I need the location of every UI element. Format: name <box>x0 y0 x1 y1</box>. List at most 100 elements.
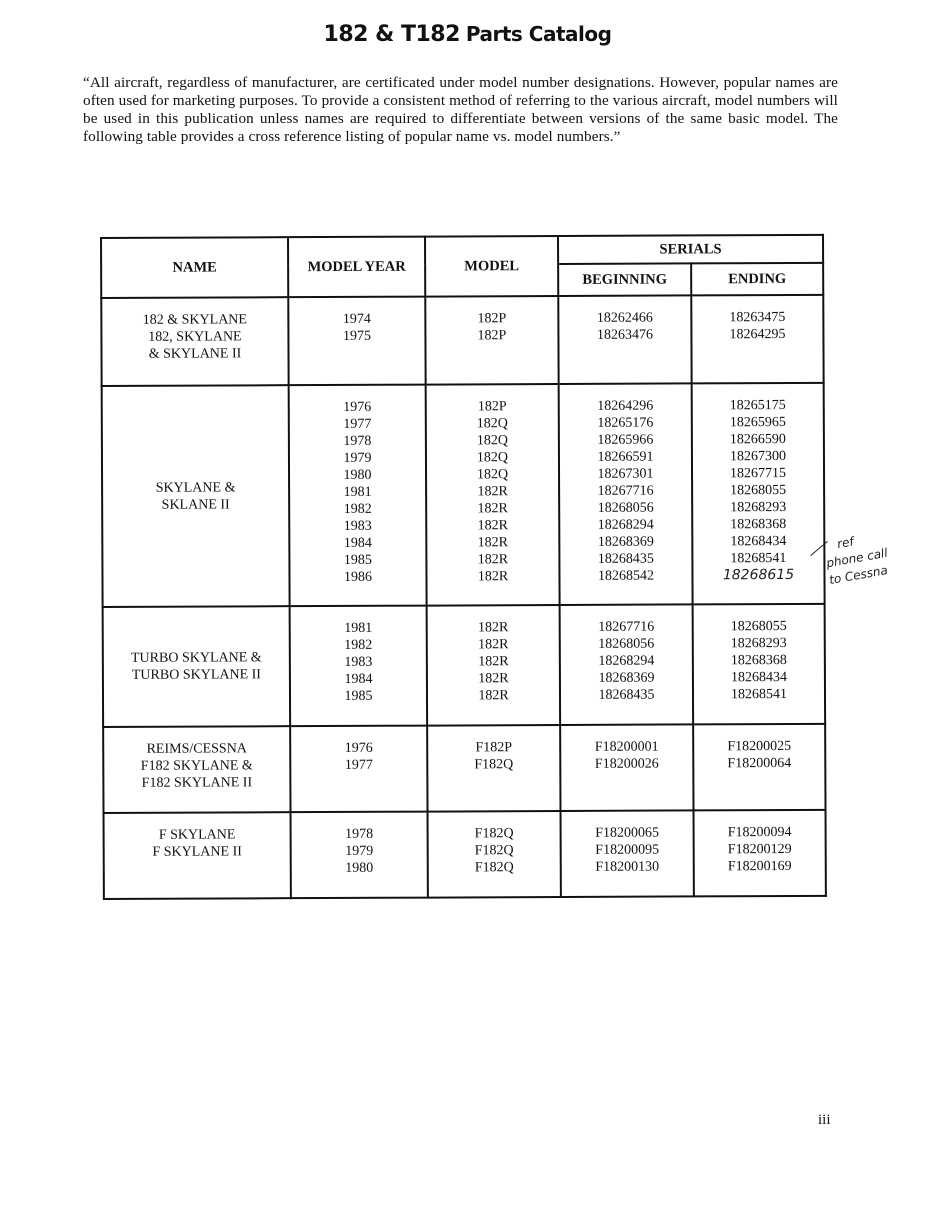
cell-value: TURBO SKYLANE II <box>131 667 261 683</box>
cell-value: 1983 <box>343 518 372 534</box>
cell-value: F18200065 <box>595 825 660 841</box>
cell-value: F18200169 <box>727 858 792 875</box>
cell-value: F18200026 <box>594 756 659 772</box>
ending-serial-cell: 18263475 18264295 <box>691 294 824 384</box>
beginning-serial-cell: 18267716 18268056 18268294 18268369 18268435 <box>559 604 694 725</box>
cell-value: 18266591 <box>597 449 654 465</box>
cell-value: 182Q <box>476 416 508 432</box>
cell-value: 1975 <box>342 328 371 344</box>
table-row: 182 & SKYLANE 182, SKYLANE & SKYLANE II 197… <box>101 294 824 386</box>
model-cell: 182P 182P <box>425 296 559 385</box>
cell-value: 18268055 <box>730 619 787 635</box>
cell-value: 18264296 <box>597 398 654 414</box>
header-model-year: MODEL YEAR <box>288 236 426 298</box>
name-cell: SKYLANE & SKLANE II <box>101 385 290 607</box>
cell-value: 18267301 <box>597 466 654 482</box>
cell-value: 18265175 <box>729 398 786 414</box>
cell-value: 1980 <box>345 860 374 876</box>
cell-value: 1980 <box>343 467 372 483</box>
model-year-cell: 1976 1977 1978 1979 1980 1981 1982 1983 1984 1985… <box>288 384 427 607</box>
cell-value: 18268056 <box>597 500 654 516</box>
cell-value: F18200129 <box>727 841 792 858</box>
cell-value: F SKYLANE II <box>152 844 242 860</box>
cell-value: 18266590 <box>729 432 786 448</box>
cell-value: 18267715 <box>730 466 787 482</box>
cell-value: 182R <box>477 501 508 517</box>
cell-value: 182R <box>477 518 508 534</box>
header-model: MODEL <box>425 236 559 297</box>
cell-value: 18268368 <box>730 517 787 533</box>
cell-value: 18268055 <box>730 483 787 499</box>
model-year-cell: 1981 1982 1983 1984 1985 <box>289 605 428 727</box>
cell-value: 18268294 <box>597 517 654 533</box>
model-cell: F182Q F182Q F182Q <box>427 810 561 898</box>
cell-value: 182R <box>478 688 509 704</box>
cell-value: 18268293 <box>730 500 787 516</box>
cell-value: TURBO SKYLANE & <box>130 650 262 666</box>
cell-value: F182Q <box>474 826 514 842</box>
cell-value: 18268369 <box>598 670 655 686</box>
cell-value: 182R <box>478 654 509 670</box>
cell-value: 182 & SKYLANE <box>142 312 248 328</box>
cell-value: 1984 <box>343 535 372 551</box>
cell-value: 1978 <box>345 826 374 842</box>
model-cell: 182R 182R 182R 182R 182R <box>426 604 561 726</box>
cell-value: F182Q <box>474 860 514 876</box>
cell-value: 18268541 <box>730 551 787 567</box>
page-title: 182 & T182 Parts Catalog <box>0 22 935 47</box>
cell-value: 18267300 <box>729 449 786 465</box>
cell-value: 182R <box>477 535 509 551</box>
beginning-serial-cell: F18200001 F18200026 <box>560 724 694 811</box>
cell-value: 1976 <box>344 740 373 756</box>
model-cell: 182P 182Q 182Q 182Q 182Q 182R 182R 182R 182R 182R… <box>425 384 560 606</box>
cell-value: 1986 <box>343 569 373 585</box>
cell-value: 1985 <box>343 552 372 568</box>
cell-value: 182P <box>477 311 507 327</box>
intro-paragraph: “All aircraft, regardless of manufacture… <box>83 74 838 145</box>
cell-value: 1977 <box>343 416 372 432</box>
cell-value: SKLANE II <box>161 496 230 513</box>
cell-value: 18268434 <box>730 534 787 550</box>
cell-value: 182R <box>478 671 509 687</box>
cell-value: F182P <box>475 740 513 756</box>
title-catalog: Parts Catalog <box>465 22 612 46</box>
cell-value: 18265966 <box>597 432 654 448</box>
model-year-cell: 1976 1977 <box>290 725 428 813</box>
beginning-serial-cell: F18200065 F18200095 F18200130 <box>560 810 694 897</box>
cell-value: 1982 <box>344 637 373 653</box>
cell-value: F182Q <box>474 757 514 773</box>
cell-value: 18265965 <box>729 415 786 431</box>
cell-value: 1977 <box>344 757 373 773</box>
cell-value: 182Q <box>476 450 509 466</box>
cell-value: F SKYLANE <box>158 827 236 843</box>
cell-value: 18262466 <box>596 310 653 326</box>
cell-value: F18200094 <box>727 824 792 841</box>
cell-value: 1979 <box>343 450 372 466</box>
cell-value: 18268435 <box>597 551 654 567</box>
cell-value: F182 SKYLANE II <box>141 775 253 791</box>
cell-value: 182P <box>477 328 507 344</box>
cell-value: 182Q <box>476 433 508 449</box>
cell-value: 18263475 <box>729 310 786 326</box>
cell-value: 1978 <box>343 433 372 449</box>
cell-value: F18200130 <box>595 859 660 875</box>
header-beginning: BEGINNING <box>558 263 692 297</box>
cell-value: 18264295 <box>729 327 786 343</box>
cell-value: 182, SKYLANE <box>148 329 242 345</box>
cell-value: 182P <box>477 399 507 415</box>
model-year-cell: 1974 1975 <box>288 296 426 386</box>
title-model: 182 & T182 <box>323 22 461 47</box>
cell-value: 182Q <box>476 467 509 483</box>
ending-serial-cell: F18200025 F18200064 <box>693 723 826 811</box>
cell-value: 18268368 <box>730 653 787 669</box>
name-cell: 182 & SKYLANE 182, SKYLANE & SKYLANE II <box>101 297 289 386</box>
cell-value: 1982 <box>343 501 372 517</box>
beginning-serial-cell: 18262466 18263476 <box>558 295 692 385</box>
model-cell: F182P F182Q <box>427 724 561 812</box>
table-body: 182 & SKYLANE 182, SKYLANE & SKYLANE II 197… <box>101 294 826 899</box>
ending-serial-cell: 18265175 18265965 18266590 18267300 18267715… <box>691 382 825 605</box>
table-row: SKYLANE & SKLANE II 1976 1977 1978 1979 1980 19… <box>101 382 825 607</box>
cell-value: 18268434 <box>730 670 787 686</box>
ending-serial-cell: F18200094 F18200129 F18200169 <box>693 809 826 897</box>
cross-reference-table: NAME MODEL YEAR MODEL SERIALS BEGINNING … <box>100 234 827 900</box>
